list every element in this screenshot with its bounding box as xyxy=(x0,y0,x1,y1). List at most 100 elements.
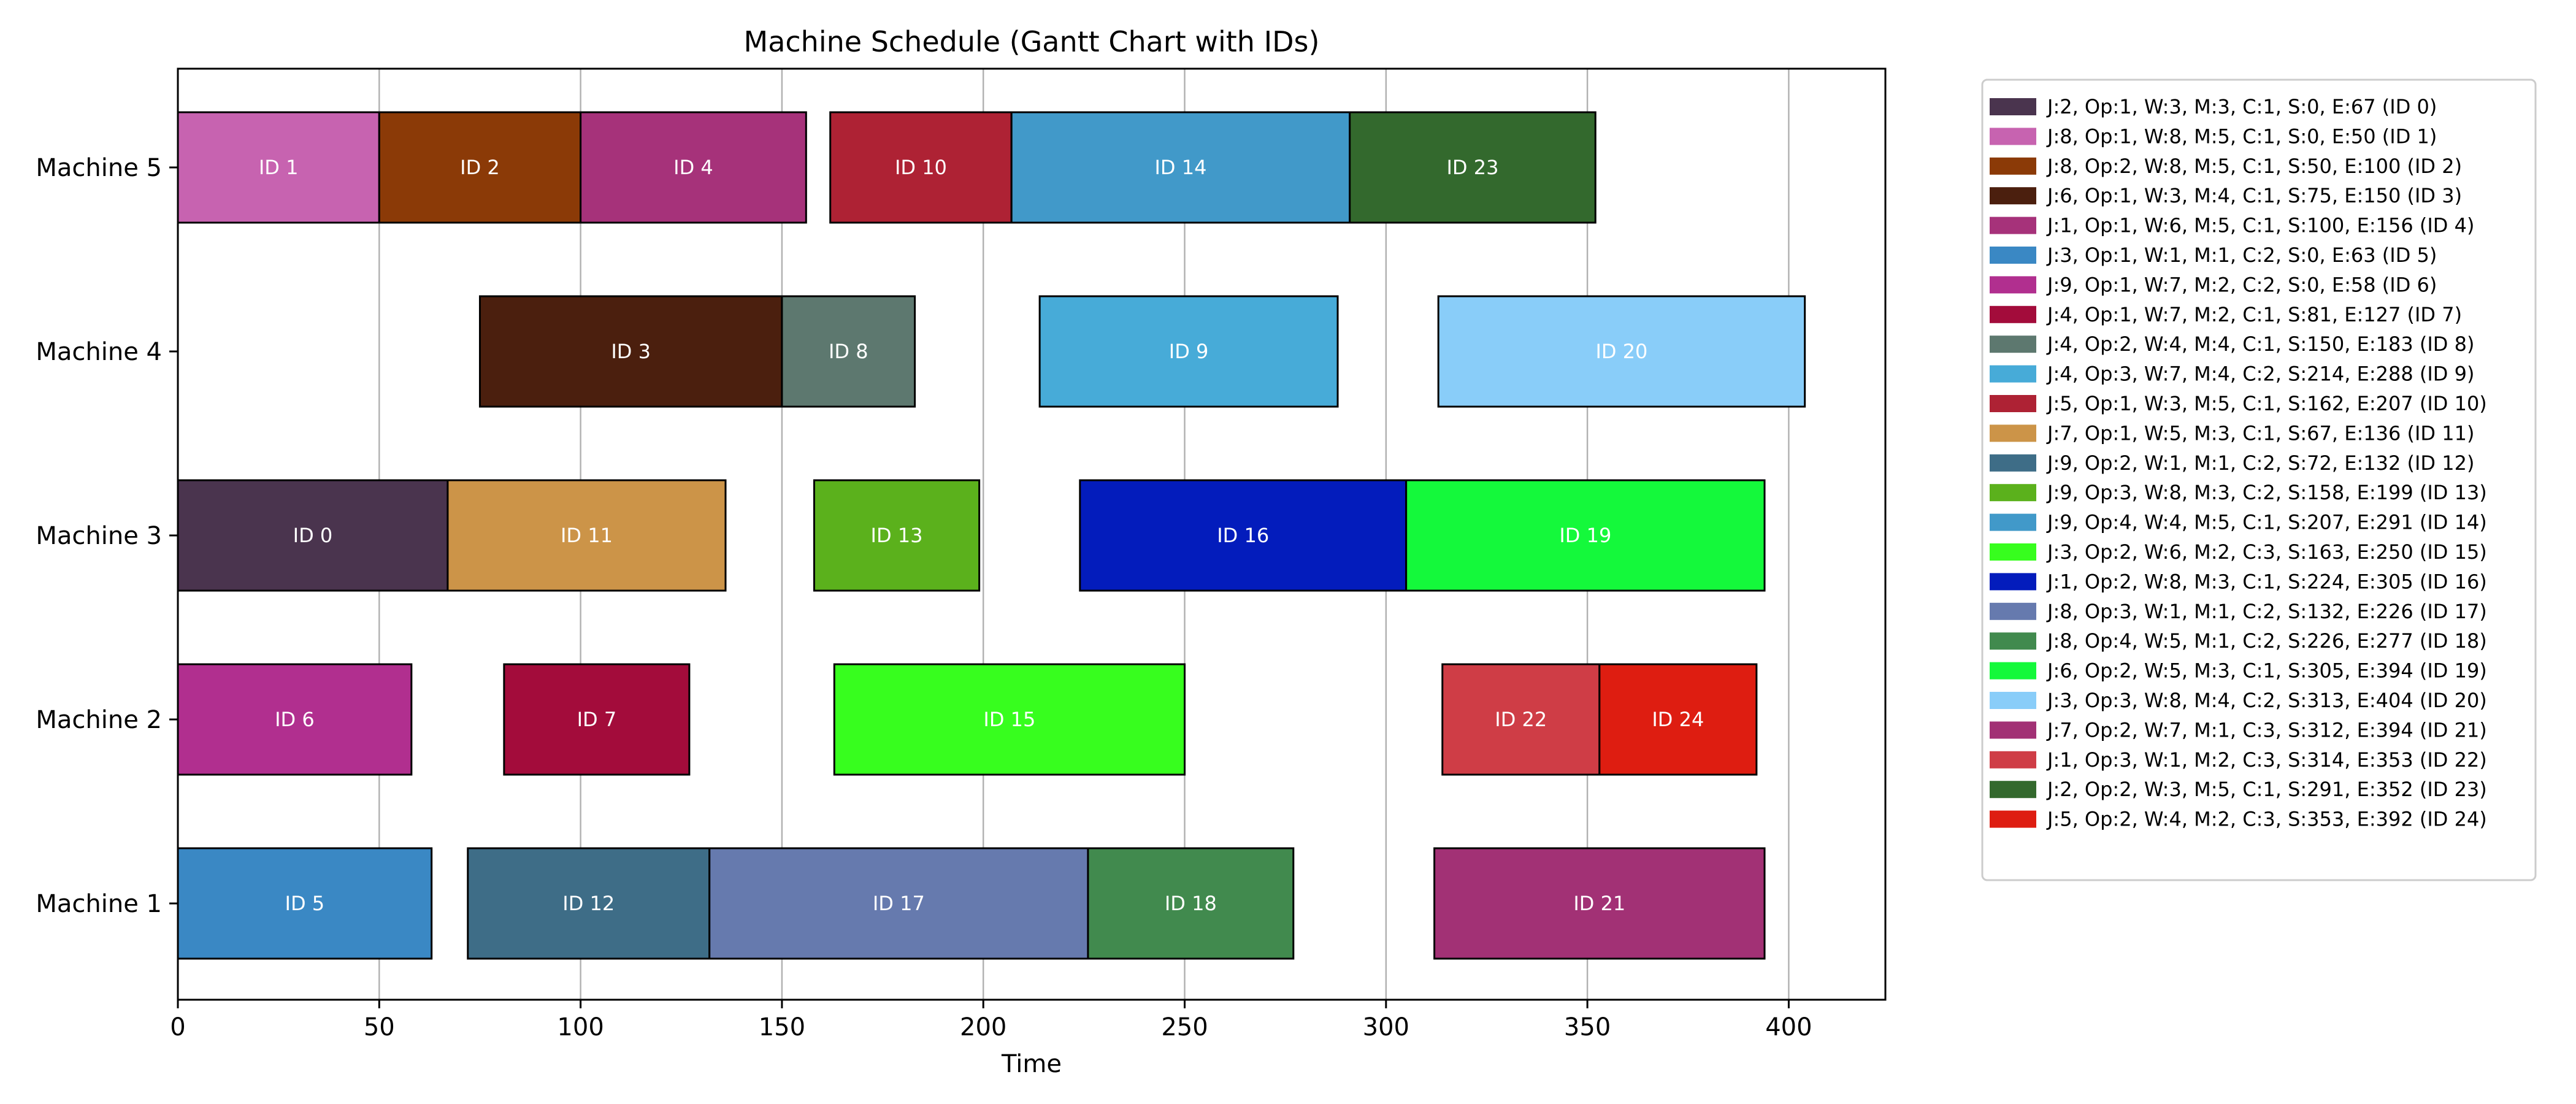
x-axis-label: Time xyxy=(1001,1050,1062,1078)
legend-swatch xyxy=(1990,632,2036,650)
x-tick-label: 100 xyxy=(557,1013,604,1041)
legend-entry: J:8, Op:4, W:5, M:1, C:2, S:226, E:277 (… xyxy=(2046,629,2487,653)
legend-entry: J:3, Op:2, W:6, M:2, C:3, S:163, E:250 (… xyxy=(2046,540,2487,564)
task-bar-label: ID 18 xyxy=(1165,892,1217,915)
task-bar-label: ID 17 xyxy=(873,892,925,915)
x-tick-label: 400 xyxy=(1765,1013,1812,1041)
task-bar xyxy=(1079,479,1408,592)
legend-swatch xyxy=(1990,454,2036,472)
task-bar-label: ID 12 xyxy=(562,892,615,915)
task-bar xyxy=(447,479,727,592)
legend-entry: J:8, Op:1, W:8, M:5, C:1, S:0, E:50 (ID … xyxy=(2046,125,2437,148)
legend-swatch xyxy=(1990,692,2036,709)
legend-swatch xyxy=(1990,484,2036,502)
task-bar xyxy=(1598,663,1758,776)
task-bar xyxy=(829,111,1013,224)
legend-frame xyxy=(1981,79,2537,881)
legend-swatch xyxy=(1990,543,2036,561)
legend-entry: J:2, Op:1, W:3, M:3, C:1, S:0, E:67 (ID … xyxy=(2046,95,2437,118)
task-bar-label: ID 8 xyxy=(829,340,868,363)
x-tick-label: 250 xyxy=(1161,1013,1208,1041)
task-bar xyxy=(708,847,1089,960)
task-bar xyxy=(177,847,433,960)
legend-entry: J:1, Op:3, W:1, M:2, C:3, S:314, E:353 (… xyxy=(2046,748,2487,772)
task-bar-label: ID 1 xyxy=(259,156,299,179)
legend-swatch xyxy=(1990,276,2036,294)
task-bar-label: ID 15 xyxy=(983,708,1035,731)
y-axis: Machine 1 Machine 2 Machine 3 Machine 4 Mach… xyxy=(36,154,178,918)
legend-swatch xyxy=(1990,602,2036,620)
task-bar-label: ID 21 xyxy=(1573,892,1625,915)
task-bar-label: ID 4 xyxy=(673,156,713,179)
y-tick-label: Machine 2 xyxy=(36,706,162,734)
task-bar-label: ID 19 xyxy=(1559,524,1611,547)
y-tick-label: Machine 1 xyxy=(36,890,162,918)
legend-swatch xyxy=(1990,662,2036,680)
plot-frame xyxy=(177,67,1887,1001)
task-bar xyxy=(813,479,981,592)
task-bar-label: ID 10 xyxy=(895,156,947,179)
task-bar xyxy=(781,295,916,408)
legend-swatch xyxy=(1990,187,2036,205)
task-bar-label: ID 24 xyxy=(1652,708,1704,731)
legend-swatch xyxy=(1990,157,2036,175)
legend-swatch xyxy=(1990,305,2036,323)
task-bar-label: ID 2 xyxy=(460,156,500,179)
task-bar xyxy=(1441,663,1601,776)
legend-swatch xyxy=(1990,335,2036,353)
task-bar-label: ID 14 xyxy=(1154,156,1206,179)
task-bar xyxy=(177,663,413,776)
legend-entry: J:6, Op:1, W:3, M:4, C:1, S:75, E:150 (I… xyxy=(2046,184,2462,207)
legend-entry: J:5, Op:2, W:4, M:2, C:3, S:353, E:392 (… xyxy=(2046,808,2487,831)
legend-swatch xyxy=(1990,128,2036,145)
legend: J:2, Op:1, W:3, M:3, C:1, S:0, E:67 (ID … xyxy=(1981,79,2537,881)
task-bar xyxy=(478,295,783,408)
task-bar-label: ID 9 xyxy=(1169,340,1209,363)
x-tick-label: 200 xyxy=(960,1013,1006,1041)
task-bar-label: ID 20 xyxy=(1595,340,1647,363)
legend-entry: J:3, Op:3, W:8, M:4, C:2, S:313, E:404 (… xyxy=(2046,689,2487,712)
task-bar xyxy=(1010,111,1351,224)
legend-entry: J:8, Op:3, W:1, M:1, C:2, S:132, E:226 (… xyxy=(2046,600,2487,623)
task-bar-label: ID 22 xyxy=(1495,708,1547,731)
legend-entry: J:4, Op:2, W:4, M:4, C:1, S:150, E:183 (… xyxy=(2046,332,2474,356)
legend-entry: J:5, Op:1, W:3, M:5, C:1, S:162, E:207 (… xyxy=(2046,392,2487,415)
legend-swatch xyxy=(1990,721,2036,739)
task-bar xyxy=(1405,479,1766,592)
x-axis: 0 50 100 150 200 250 300 350 400 xyxy=(170,1000,1812,1041)
task-bar-label: ID 11 xyxy=(561,524,613,547)
legend-swatch xyxy=(1990,365,2036,383)
task-bar-label: ID 0 xyxy=(293,524,333,547)
task-bar xyxy=(580,111,807,224)
y-tick-label: Machine 5 xyxy=(36,154,162,182)
y-tick-label: Machine 4 xyxy=(36,338,162,366)
y-tick-label: Machine 3 xyxy=(36,522,162,550)
legend-swatch xyxy=(1990,424,2036,442)
legend-entry: J:2, Op:2, W:3, M:5, C:1, S:291, E:352 (… xyxy=(2046,778,2487,801)
x-tick-label: 150 xyxy=(759,1013,805,1041)
legend-entry: J:8, Op:2, W:8, M:5, C:1, S:50, E:100 (I… xyxy=(2046,155,2462,178)
legend-entry: J:4, Op:3, W:7, M:4, C:2, S:214, E:288 (… xyxy=(2046,362,2474,386)
legend-entry: J:9, Op:4, W:4, M:5, C:1, S:207, E:291 (… xyxy=(2046,511,2487,534)
task-bar-label: ID 23 xyxy=(1446,156,1498,179)
task-bar xyxy=(1038,295,1339,408)
x-tick-label: 300 xyxy=(1363,1013,1409,1041)
task-bar-label: ID 5 xyxy=(285,892,325,915)
legend-entry: J:1, Op:2, W:8, M:3, C:1, S:224, E:305 (… xyxy=(2046,570,2487,593)
task-bar-label: ID 3 xyxy=(611,340,651,363)
legend-swatch xyxy=(1990,513,2036,531)
legend-entry: J:4, Op:1, W:7, M:2, C:1, S:81, E:127 (I… xyxy=(2046,303,2462,326)
task-bar xyxy=(833,663,1186,776)
task-bar xyxy=(1433,847,1766,960)
legend-swatch xyxy=(1990,217,2036,234)
legend-swatch xyxy=(1990,395,2036,412)
task-bar-label: ID 16 xyxy=(1217,524,1269,547)
legend-swatch xyxy=(1990,247,2036,264)
legend-swatch xyxy=(1990,751,2036,769)
legend-entry: J:9, Op:1, W:7, M:2, C:2, S:0, E:58 (ID … xyxy=(2046,273,2437,296)
task-bar xyxy=(467,847,711,960)
task-bar xyxy=(1087,847,1295,960)
x-tick-label: 50 xyxy=(364,1013,395,1041)
task-bar xyxy=(503,663,691,776)
